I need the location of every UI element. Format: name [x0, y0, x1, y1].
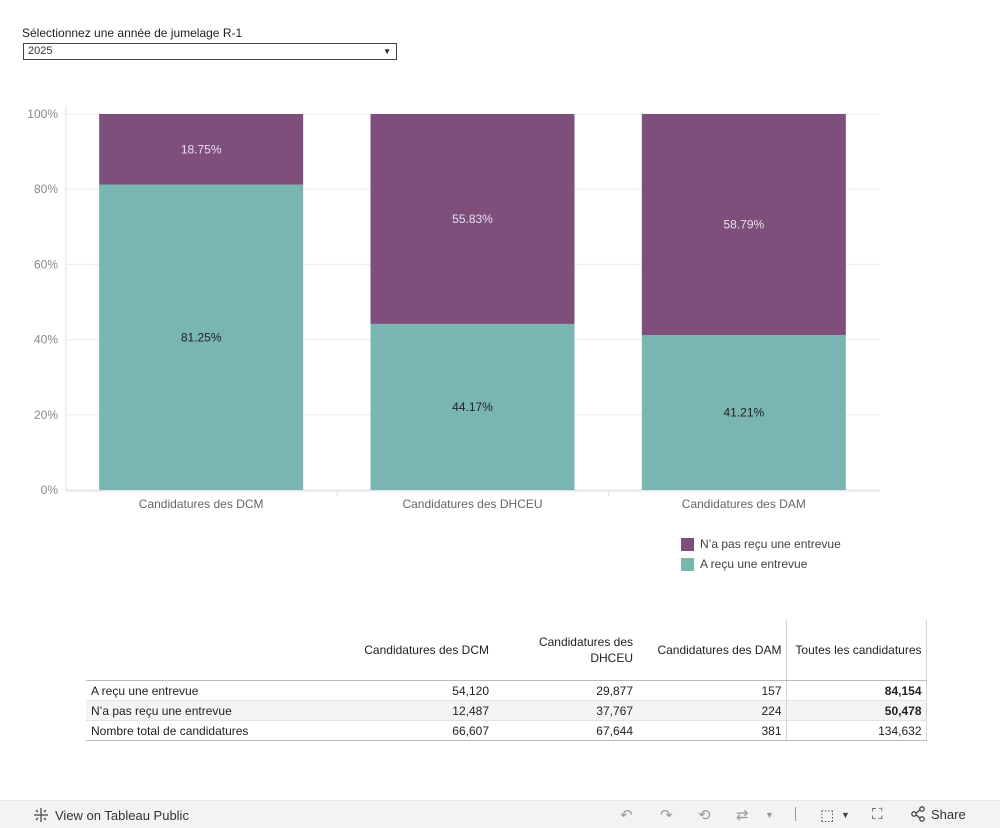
- y-tick-label: 20%: [34, 408, 58, 422]
- table-header: Candidatures des DHCEU: [493, 620, 637, 681]
- table-cell: 134,632: [785, 720, 927, 741]
- refresh-icon[interactable]: ⇄: [736, 807, 749, 824]
- y-tick-label: 0%: [41, 483, 59, 497]
- data-label: 55.83%: [452, 212, 493, 226]
- legend-label-received: A reçu une entrevue: [700, 557, 808, 571]
- table-row: N’a pas reçu une entrevue 12,487 37,767 …: [86, 700, 927, 721]
- refresh-menu-chevron-icon[interactable]: ▼: [765, 810, 774, 820]
- table-row: A reçu une entrevue 54,120 29,877 157 84…: [86, 680, 927, 701]
- bar-segment: [370, 114, 575, 324]
- row-label: Nombre total de candidatures: [86, 720, 348, 741]
- table-cell: 54,120: [348, 680, 493, 701]
- table-header: Candidatures des DCM: [348, 620, 493, 681]
- download-icon[interactable]: ⬚: [820, 807, 835, 824]
- filter-label: Sélectionnez une année de jumelage R-1: [22, 26, 243, 40]
- table-cell: 157: [637, 680, 786, 701]
- table-corner: [86, 620, 348, 681]
- redo-icon[interactable]: ↷: [660, 807, 673, 824]
- legend-swatch-received: [681, 557, 694, 571]
- stacked-bar-chart: 0% 20% 40% 60% 80% 100% 81.25% 18.75% Candidatur…: [27, 106, 880, 511]
- data-label: 18.75%: [181, 142, 222, 156]
- tableau-logo-icon: [34, 808, 48, 822]
- data-label: 44.17%: [452, 400, 493, 414]
- table-row: Nombre total de candidatures 66,607 67,6…: [86, 720, 927, 741]
- row-label: N’a pas reçu une entrevue: [86, 700, 348, 721]
- share-button[interactable]: Share: [910, 806, 966, 822]
- download-menu-chevron-icon[interactable]: ▼: [841, 810, 850, 820]
- row-label: A reçu une entrevue: [86, 680, 348, 701]
- bar-segment: [641, 114, 846, 336]
- table-header: Candidatures des DAM: [637, 620, 786, 681]
- y-tick-label: 80%: [34, 182, 58, 196]
- undo-icon[interactable]: ↶: [620, 807, 633, 824]
- table-cell: 50,478: [785, 700, 927, 721]
- table-cell: 37,767: [493, 700, 637, 721]
- legend-item-received[interactable]: A reçu une entrevue: [681, 554, 841, 574]
- table-cell: 381: [637, 720, 786, 741]
- y-tick-label: 60%: [34, 257, 58, 271]
- x-tick-label: Candidatures des DHCEU: [402, 497, 542, 511]
- legend-item-not-received[interactable]: N’a pas reçu une entrevue: [681, 534, 841, 554]
- x-tick-label: Candidatures des DCM: [139, 497, 264, 511]
- x-tick-label: Candidatures des DAM: [682, 497, 806, 511]
- table-cell: 84,154: [785, 680, 927, 701]
- bar-segment: [641, 335, 846, 490]
- toolbar-divider: [795, 807, 796, 821]
- data-label: 58.79%: [723, 218, 764, 232]
- table-cell: 12,487: [348, 700, 493, 721]
- view-on-tableau-link[interactable]: View on Tableau Public: [33, 807, 189, 823]
- table-cell: 29,877: [493, 680, 637, 701]
- bar-segment: [370, 323, 575, 490]
- table-header: Toutes les candidatures: [785, 620, 927, 681]
- chevron-down-icon: ▼: [383, 47, 391, 56]
- share-icon: [911, 806, 925, 822]
- summary-table: Candidatures des DCM Candidatures des DH…: [86, 620, 927, 741]
- share-label: Share: [931, 806, 966, 822]
- table-cell: 224: [637, 700, 786, 721]
- year-select-value: 2025: [28, 45, 53, 57]
- table-cell: 67,644: [493, 720, 637, 741]
- legend: N’a pas reçu une entrevue A reçu une ent…: [681, 534, 841, 574]
- y-tick-label: 40%: [34, 333, 58, 347]
- data-label: 41.21%: [723, 406, 764, 420]
- legend-swatch-not-received: [681, 537, 694, 551]
- data-label: 81.25%: [181, 330, 222, 344]
- legend-label-not-received: N’a pas reçu une entrevue: [700, 537, 841, 551]
- footer-toolbar: View on Tableau Public ↶ ↷ ⟲ ⇄ ▼ ⬚ ▼ ⛶ S…: [0, 800, 1000, 828]
- bar-segment: [99, 114, 304, 185]
- fullscreen-icon[interactable]: ⛶: [872, 806, 883, 823]
- table-cell: 66,607: [348, 720, 493, 741]
- y-tick-label: 100%: [27, 107, 58, 121]
- year-select[interactable]: 2025 ▼: [23, 43, 397, 60]
- revert-icon[interactable]: ⟲: [698, 807, 711, 824]
- bar-segment: [99, 184, 304, 490]
- view-on-tableau-label: View on Tableau Public: [55, 807, 189, 823]
